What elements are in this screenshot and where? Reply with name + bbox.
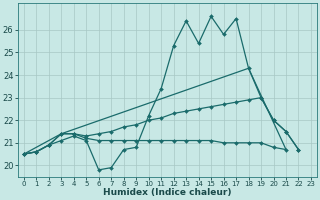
X-axis label: Humidex (Indice chaleur): Humidex (Indice chaleur) [103,188,232,197]
